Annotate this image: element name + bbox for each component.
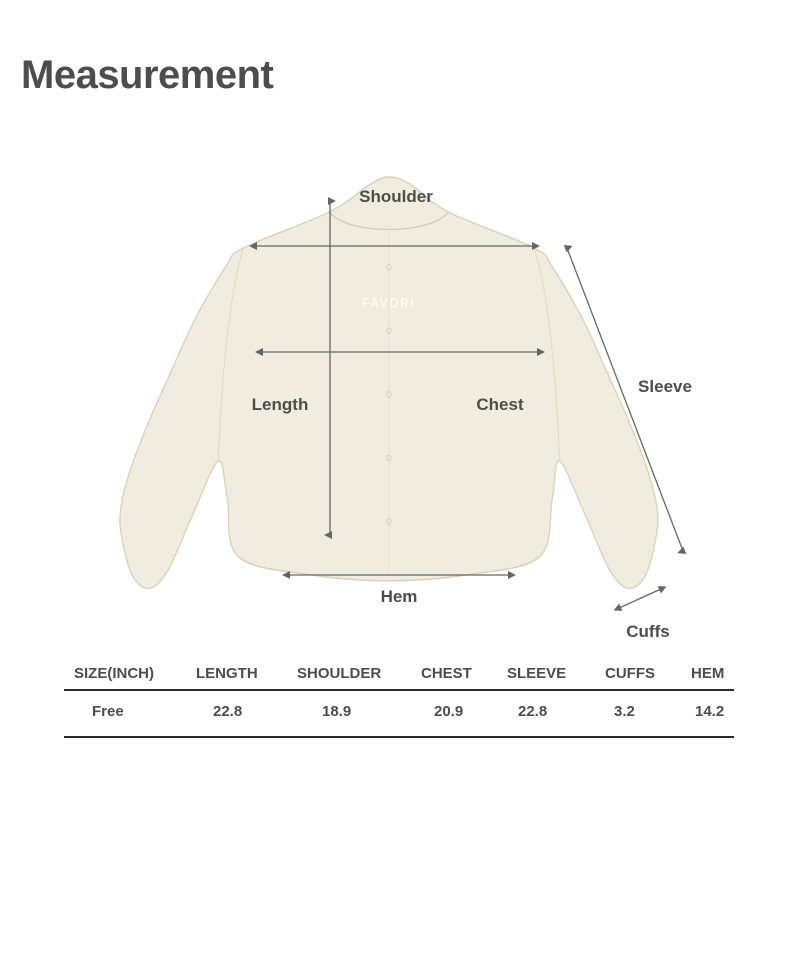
svg-text:FAVORI: FAVORI <box>362 294 416 310</box>
svg-text:Shoulder: Shoulder <box>359 187 433 206</box>
svg-text:Hem: Hem <box>381 587 418 606</box>
svg-text:Length: Length <box>252 395 309 414</box>
svg-text:Cuffs: Cuffs <box>626 622 669 641</box>
svg-text:Sleeve: Sleeve <box>638 377 692 396</box>
svg-text:Chest: Chest <box>476 395 524 414</box>
